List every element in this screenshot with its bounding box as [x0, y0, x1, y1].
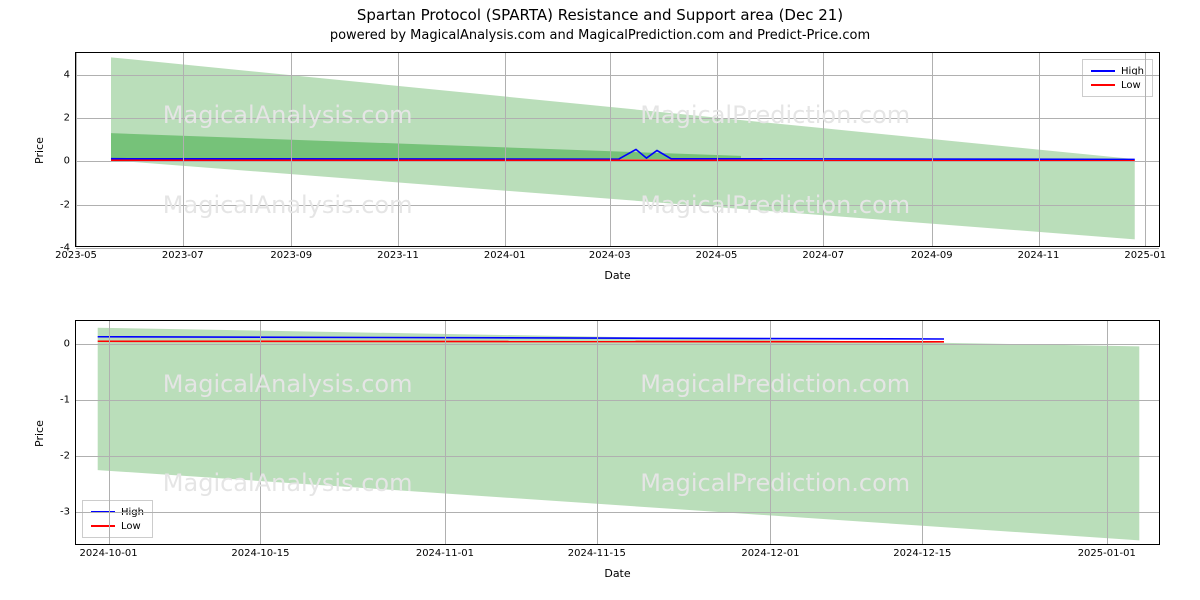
chart-panel-2: HighLow -3-2-102024-10-012024-10-152024-… — [75, 320, 1160, 545]
gridline-v — [770, 321, 771, 544]
x-axis-label-2: Date — [75, 567, 1160, 580]
x-tick-label: 2023-11 — [377, 246, 419, 261]
x-tick-label: 2025-01 — [1124, 246, 1166, 261]
legend-label: Low — [121, 521, 141, 532]
x-tick-label: 2024-01 — [484, 246, 526, 261]
figure: Spartan Protocol (SPARTA) Resistance and… — [0, 0, 1200, 600]
legend-item: Low — [91, 519, 144, 533]
gridline-v — [1039, 53, 1040, 246]
y-tick-label: 2 — [64, 113, 76, 124]
gridline-v — [505, 53, 506, 246]
page-subtitle: powered by MagicalAnalysis.com and Magic… — [0, 28, 1200, 43]
x-tick-label: 2024-11-15 — [568, 544, 626, 559]
gridline-v — [291, 53, 292, 246]
x-tick-label: 2024-10-15 — [231, 544, 289, 559]
y-tick-label: 4 — [64, 69, 76, 80]
plot-svg-2 — [76, 321, 1159, 544]
legend-line-icon — [91, 525, 115, 527]
y-tick-label: 0 — [64, 156, 76, 167]
plot-svg-1 — [76, 53, 1159, 246]
y-tick-label: -2 — [60, 199, 76, 210]
gridline-h — [76, 344, 1159, 345]
legend-item: High — [1091, 64, 1144, 78]
y-tick-label: 0 — [64, 338, 76, 349]
x-tick-label: 2023-09 — [270, 246, 312, 261]
gridline-v — [717, 53, 718, 246]
x-tick-label: 2024-12-01 — [741, 544, 799, 559]
x-tick-label: 2023-05 — [55, 246, 97, 261]
legend-item: Low — [1091, 78, 1144, 92]
legend-label: Low — [1121, 80, 1141, 91]
gridline-v — [932, 53, 933, 246]
y-tick-label: -1 — [60, 394, 76, 405]
gridline-h — [76, 456, 1159, 457]
legend-line-icon — [1091, 84, 1115, 86]
x-tick-label: 2024-09 — [911, 246, 953, 261]
legend-line-icon — [1091, 70, 1115, 72]
gridline-v — [597, 321, 598, 544]
x-tick-label: 2025-01-01 — [1078, 544, 1136, 559]
gridline-h — [76, 400, 1159, 401]
y-axis-label-1: Price — [33, 137, 46, 164]
gridline-h — [76, 205, 1159, 206]
x-tick-label: 2024-03 — [589, 246, 631, 261]
page-title: Spartan Protocol (SPARTA) Resistance and… — [0, 6, 1200, 24]
legend-2: HighLow — [82, 500, 153, 538]
gridline-v — [445, 321, 446, 544]
x-tick-label: 2024-11-01 — [416, 544, 474, 559]
x-tick-label: 2024-07 — [802, 246, 844, 261]
gridline-v — [260, 321, 261, 544]
gridline-v — [610, 53, 611, 246]
legend-1: High Low — [1082, 59, 1153, 97]
y-tick-label: -2 — [60, 451, 76, 462]
gridline-v — [1107, 321, 1108, 544]
y-tick-label: -3 — [60, 507, 76, 518]
gridline-v — [109, 321, 110, 544]
gridline-h — [76, 512, 1159, 513]
x-tick-label: 2023-07 — [162, 246, 204, 261]
gridline-v — [76, 53, 77, 246]
gridline-h — [76, 161, 1159, 162]
y-axis-label-2: Price — [33, 420, 46, 447]
gridline-v — [398, 53, 399, 246]
x-tick-label: 2024-05 — [696, 246, 738, 261]
gridline-h — [76, 118, 1159, 119]
x-tick-label: 2024-10-01 — [79, 544, 137, 559]
gridline-v — [183, 53, 184, 246]
gridline-h — [76, 75, 1159, 76]
chart-panel-1: HighLow -4-20242023-052023-072023-092023… — [75, 52, 1160, 247]
x-axis-label-1: Date — [75, 269, 1160, 282]
gridline-v — [1145, 53, 1146, 246]
x-tick-label: 2024-11 — [1018, 246, 1060, 261]
gridline-v — [922, 321, 923, 544]
gridline-v — [823, 53, 824, 246]
x-tick-label: 2024-12-15 — [893, 544, 951, 559]
